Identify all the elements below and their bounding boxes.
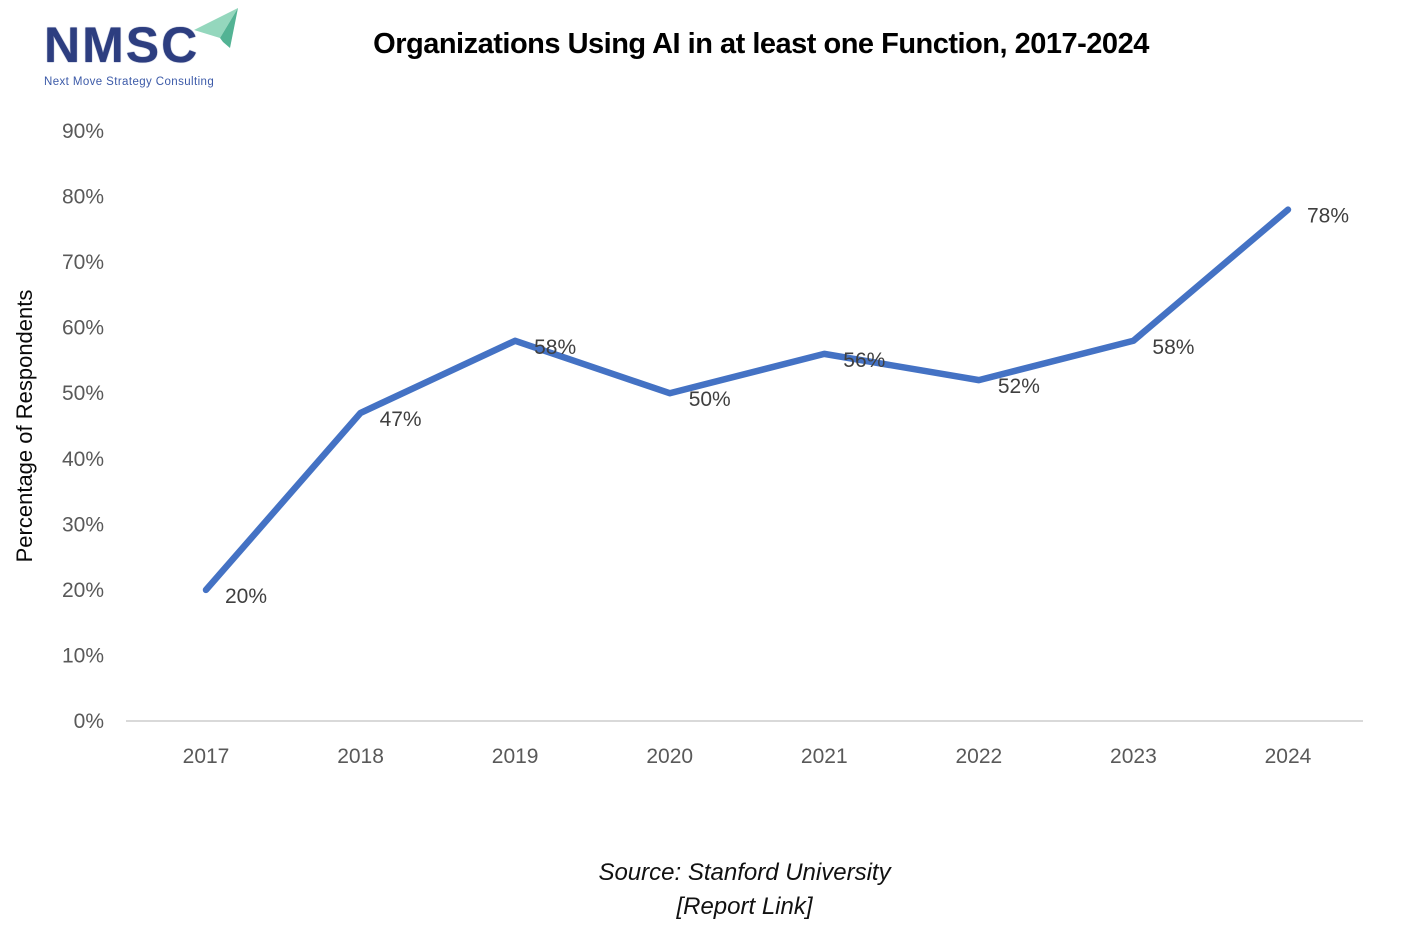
source-block: Source: Stanford University [Report Link… xyxy=(62,856,1427,924)
y-tick-label: 80% xyxy=(62,186,104,209)
y-tick-label: 70% xyxy=(62,251,104,274)
data-label: 58% xyxy=(534,336,576,359)
y-tick-label: 10% xyxy=(62,644,104,667)
nmsc-logo: NMSC Next Move Strategy Consulting xyxy=(42,6,262,96)
data-label: 56% xyxy=(843,349,885,372)
y-tick-label: 30% xyxy=(62,513,104,536)
y-tick-label: 20% xyxy=(62,579,104,602)
chart-title: Organizations Using AI in at least one F… xyxy=(373,28,1149,60)
x-tick-label: 2023 xyxy=(1110,745,1157,768)
x-tick-label: 2019 xyxy=(492,745,539,768)
x-tick-label: 2021 xyxy=(801,745,848,768)
data-label: 50% xyxy=(689,388,731,411)
x-tick-label: 2020 xyxy=(646,745,693,768)
x-tick-label: 2022 xyxy=(955,745,1002,768)
x-tick-label: 2018 xyxy=(337,745,384,768)
paper-plane-icon xyxy=(194,8,238,48)
y-tick-label: 50% xyxy=(62,382,104,405)
source-text: Source: Stanford University xyxy=(598,859,891,886)
data-label: 78% xyxy=(1307,205,1349,228)
data-label: 52% xyxy=(998,375,1040,398)
logo-wordmark: NMSC xyxy=(44,17,200,73)
y-tick-label: 90% xyxy=(62,120,104,143)
y-tick-label: 0% xyxy=(74,710,104,733)
report-link-text: [Report Link] xyxy=(676,893,813,920)
data-label: 47% xyxy=(380,408,422,431)
y-tick-label: 60% xyxy=(62,317,104,340)
x-tick-label: 2017 xyxy=(183,745,230,768)
logo-tagline: Next Move Strategy Consulting xyxy=(44,76,215,88)
y-tick-label: 40% xyxy=(62,448,104,471)
data-label: 58% xyxy=(1152,336,1194,359)
data-label: 20% xyxy=(225,585,267,608)
trend-line xyxy=(202,206,1292,594)
y-axis-title: Percentage of Respondents xyxy=(12,290,37,563)
x-tick-label: 2024 xyxy=(1265,745,1312,768)
